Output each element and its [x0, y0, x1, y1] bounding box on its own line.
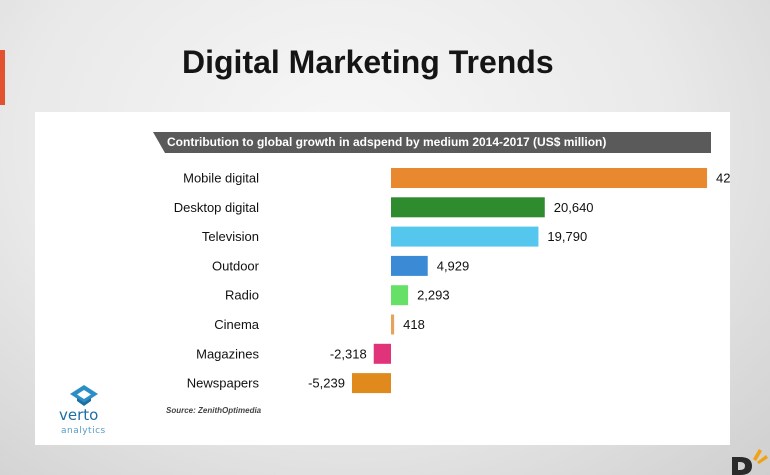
source-note: Source: ZenithOptimedia — [166, 406, 262, 415]
verto-diamond-icon — [70, 385, 98, 406]
corner-brand-icon — [732, 449, 768, 475]
chart-title: Contribution to global growth in adspend… — [153, 132, 711, 153]
value-label: 42,424 — [716, 171, 730, 186]
bar-radio — [391, 285, 409, 306]
value-label: 4,929 — [437, 258, 470, 273]
bar-magazines — [373, 343, 391, 364]
bar-desktop-digital — [391, 197, 545, 218]
value-label: 418 — [403, 317, 425, 332]
bar-mobile-digital — [391, 168, 708, 188]
value-label: -2,318 — [330, 346, 367, 361]
chart-panel: Contribution to global growth in adspend… — [35, 112, 730, 445]
category-label: Desktop digital — [174, 200, 259, 215]
bar-cinema — [391, 314, 395, 335]
category-label: Cinema — [214, 317, 260, 332]
category-label: Outdoor — [212, 258, 260, 273]
logo-tagline: analytics — [61, 426, 106, 436]
category-label: Magazines — [196, 346, 259, 361]
category-label: Mobile digital — [183, 171, 259, 186]
bar-television — [391, 226, 539, 247]
value-label: 20,640 — [554, 200, 594, 215]
left-accent-bar — [0, 50, 5, 105]
bar-outdoor — [391, 255, 428, 276]
logo-name: verto — [59, 406, 99, 424]
value-label: 19,790 — [547, 229, 587, 244]
bar-newspapers — [351, 373, 391, 394]
category-label: Television — [202, 229, 259, 244]
category-label: Radio — [225, 288, 259, 303]
bar-chart: Mobile digital 42,424 Desktop digital 20,64… — [174, 168, 730, 394]
value-label: -5,239 — [308, 376, 345, 391]
slide-title: Digital Marketing Trends — [182, 44, 554, 80]
value-label: 2,293 — [417, 288, 450, 303]
category-label: Newspapers — [187, 376, 260, 391]
